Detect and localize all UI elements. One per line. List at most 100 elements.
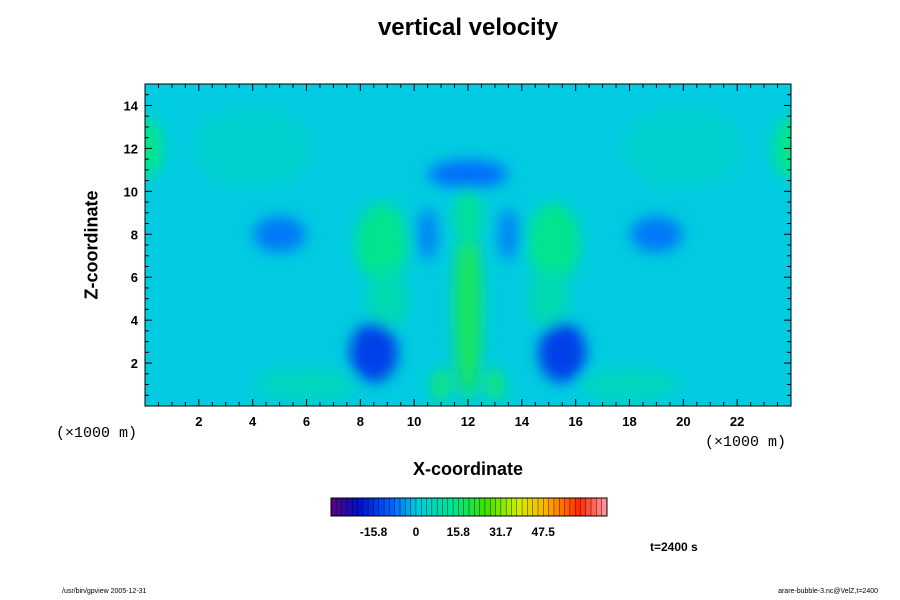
colorbar-cell xyxy=(362,498,369,516)
colorbar-cell xyxy=(346,498,353,516)
colorbar-cell xyxy=(564,498,571,516)
colorbar-cell xyxy=(357,498,364,516)
colorbar-cell xyxy=(415,498,422,516)
colorbar-cell xyxy=(463,498,470,516)
field-feature xyxy=(428,160,508,189)
x-axis-label: X-coordinate xyxy=(412,459,523,479)
colorbar-cell xyxy=(569,498,576,516)
velocity-field xyxy=(145,84,791,406)
field-feature xyxy=(454,187,482,248)
colorbar-cell xyxy=(532,498,539,516)
colorbar-cell xyxy=(548,498,555,516)
y-tick-label: 2 xyxy=(131,356,138,371)
x-tick-label: 14 xyxy=(515,414,530,429)
field-feature xyxy=(528,268,569,329)
colorbar-cell xyxy=(378,498,385,516)
field-feature xyxy=(349,322,398,383)
x-tick-label: 6 xyxy=(303,414,310,429)
colorbar-cell xyxy=(511,498,518,516)
colorbar-cell xyxy=(516,498,523,516)
field-feature xyxy=(367,268,408,329)
x-unit-label: (×1000 m) xyxy=(705,434,787,451)
x-tick-label: 8 xyxy=(357,414,364,429)
colorbar-cell xyxy=(421,498,427,516)
x-tick-label: 10 xyxy=(407,414,421,429)
time-label: t=2400 s xyxy=(650,540,698,554)
colorbar-cell xyxy=(384,498,390,516)
x-tick-label: 16 xyxy=(568,414,582,429)
colorbar-tick-label: 31.7 xyxy=(489,525,513,539)
z-unit-label: (×1000 m) xyxy=(56,425,138,442)
field-feature xyxy=(431,368,452,401)
colorbar-cell xyxy=(591,498,597,516)
y-tick-label: 12 xyxy=(124,141,138,156)
field-feature xyxy=(623,108,744,189)
colorbar-cell xyxy=(527,498,533,516)
field-feature xyxy=(538,322,587,383)
colorbar-cell xyxy=(405,498,411,516)
colorbar-cell xyxy=(575,498,581,516)
colorbar-cell xyxy=(543,498,549,516)
field-feature xyxy=(579,368,680,401)
x-tick-label: 22 xyxy=(730,414,744,429)
colorbar-cell xyxy=(469,498,475,516)
y-tick-label: 6 xyxy=(131,270,138,285)
colorbar-cell xyxy=(580,498,587,516)
colorbar-cell xyxy=(373,498,380,516)
colorbar-cell xyxy=(601,498,608,516)
colorbar-cell xyxy=(410,498,417,516)
colorbar-cell xyxy=(331,498,337,516)
colorbar-cell xyxy=(368,498,374,516)
colorbar-cell xyxy=(437,498,443,516)
colorbar-cell xyxy=(474,498,480,516)
field-feature xyxy=(145,118,163,179)
y-tick-label: 4 xyxy=(131,313,139,328)
x-tick-label: 18 xyxy=(622,414,636,429)
colorbar-cell xyxy=(458,498,464,516)
field-feature xyxy=(355,202,408,283)
field-feature xyxy=(528,202,581,283)
footer-source: arare-bubble-3.nc@VelZ,t=2400 xyxy=(778,588,878,595)
x-tick-label: 12 xyxy=(461,414,475,429)
footer-command: /usr/bin/gpview 2005-12-31 xyxy=(62,588,147,595)
colorbar-cell xyxy=(336,498,342,516)
y-axis-label: Z-coordinate xyxy=(81,190,102,300)
field-feature xyxy=(454,219,482,400)
colorbar-cell xyxy=(431,498,438,516)
colorbar-cell xyxy=(453,498,459,516)
colorbar-cell xyxy=(596,498,602,516)
chart-title: vertical velocity xyxy=(377,14,559,41)
x-axis: 2 4 6 8 10 12 14 16 18 20 22 xyxy=(157,84,779,429)
field-feature xyxy=(417,208,438,261)
x-tick-label: 20 xyxy=(676,414,690,429)
colorbar-cell xyxy=(389,498,395,516)
colorbar-cell xyxy=(490,498,496,516)
x-tick-label: 2 xyxy=(195,414,202,429)
colorbar-tick-label: 47.5 xyxy=(532,525,556,539)
x-tick-label: 4 xyxy=(249,414,257,429)
field-feature xyxy=(484,368,505,401)
colorbar-cell xyxy=(479,498,486,516)
colorbar-cell xyxy=(400,498,406,516)
colorbar-cell xyxy=(495,498,502,516)
colorbar-cell xyxy=(394,498,401,516)
colorbar-cell xyxy=(352,498,358,516)
colorbar-cell xyxy=(442,498,449,516)
field-feature xyxy=(773,118,791,179)
colorbar-cell xyxy=(585,498,592,516)
y-tick-label: 8 xyxy=(131,227,138,242)
colorbar-tick-label: -15.8 xyxy=(360,525,388,539)
field-feature xyxy=(498,208,519,261)
colorbar-cell xyxy=(506,498,512,516)
colorbar-cell xyxy=(341,498,348,516)
colorbar-cell xyxy=(559,498,565,516)
colorbar-tick-label: 0 xyxy=(413,525,420,539)
field-feature xyxy=(253,216,306,253)
colorbar-cell xyxy=(538,498,544,516)
colorbar-cell xyxy=(500,498,507,516)
field-feature xyxy=(192,108,313,189)
colorbar-cell xyxy=(553,498,560,516)
field-feature xyxy=(630,216,683,253)
y-axis: 2 4 6 8 10 12 14 xyxy=(124,94,791,396)
